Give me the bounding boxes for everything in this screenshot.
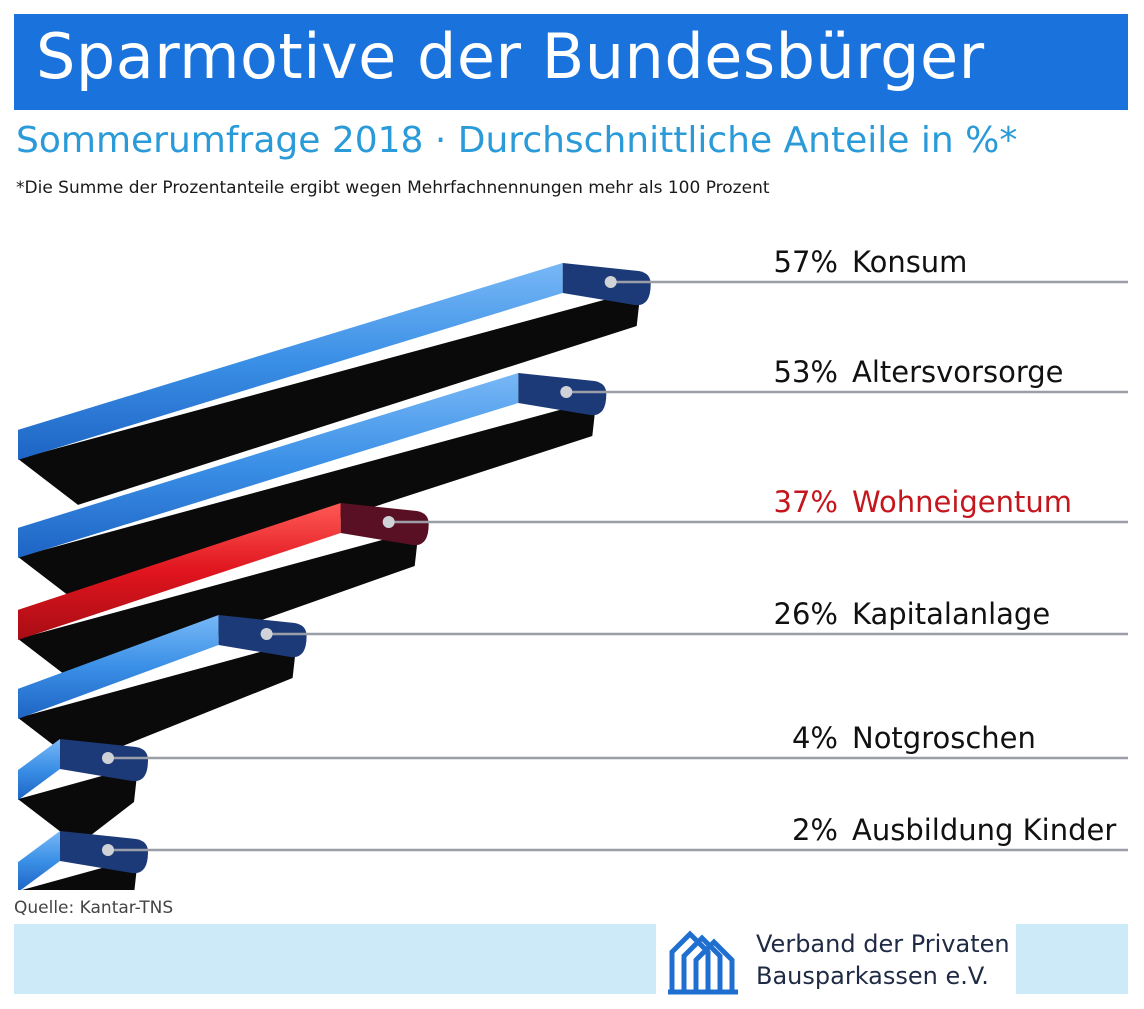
bar	[18, 503, 341, 640]
category-label: Kapitalanlage	[852, 597, 1050, 631]
value-label: 4%	[792, 721, 838, 755]
bar-group: 57% Konsum	[18, 245, 1128, 505]
leader-dot	[102, 844, 114, 856]
bar-shadow	[18, 642, 297, 764]
bar-group: 53% Altersvorsorge	[18, 355, 1128, 603]
source-note: Quelle: Kantar-TNS	[14, 898, 174, 918]
bar	[18, 615, 219, 719]
category-label: Altersvorsorge	[852, 355, 1063, 389]
category-label: Ausbildung Kinder	[852, 813, 1116, 847]
bar-group: 2% Ausbildung Kinder	[18, 813, 1128, 890]
value-label: 37%	[774, 485, 838, 519]
title-bar: Sparmotive der Bundesbürger	[14, 14, 1128, 110]
bar-group: 4% Notgroschen	[18, 721, 1128, 846]
bar	[18, 373, 519, 558]
value-label: 26%	[774, 597, 838, 631]
org-name-line2: Bausparkassen e.V.	[756, 962, 989, 990]
chart-footnote: *Die Summe der Prozentanteile ergibt weg…	[16, 178, 770, 198]
value-label: 2%	[792, 813, 838, 847]
bar-group: 26% Kapitalanlage	[18, 597, 1128, 764]
bar-shadow	[18, 530, 419, 685]
leader-dot	[604, 276, 617, 288]
org-name-line1: Verband der Privaten	[756, 930, 1010, 958]
bar-group: 37% Wohneigentum	[18, 485, 1128, 685]
leader-dot	[560, 386, 573, 398]
value-label: 53%	[774, 355, 838, 389]
bar	[18, 263, 563, 460]
chart-subtitle: Sommerumfrage 2018 · Durchschnittliche A…	[16, 120, 1018, 161]
houses-logo-icon	[668, 930, 738, 995]
category-label: Wohneigentum	[852, 485, 1072, 519]
value-label: 57%	[774, 245, 838, 279]
bar	[18, 831, 60, 890]
bar-shadow	[18, 290, 641, 505]
leader-dot	[382, 516, 395, 528]
bar-chart: 57% Konsum 53% Altersvorsorge 37% Wohneigentu…	[18, 245, 1128, 890]
leader-dot	[260, 628, 273, 640]
leader-dot	[102, 752, 114, 764]
bar	[18, 739, 60, 801]
footer-band	[14, 924, 656, 994]
bar-shadow	[18, 766, 138, 846]
chart-title: Sparmotive der Bundesbürger	[36, 20, 985, 93]
category-label: Notgroschen	[852, 721, 1036, 755]
footer-band	[1016, 924, 1128, 994]
category-label: Konsum	[852, 245, 967, 279]
bar-shadow	[18, 400, 597, 603]
